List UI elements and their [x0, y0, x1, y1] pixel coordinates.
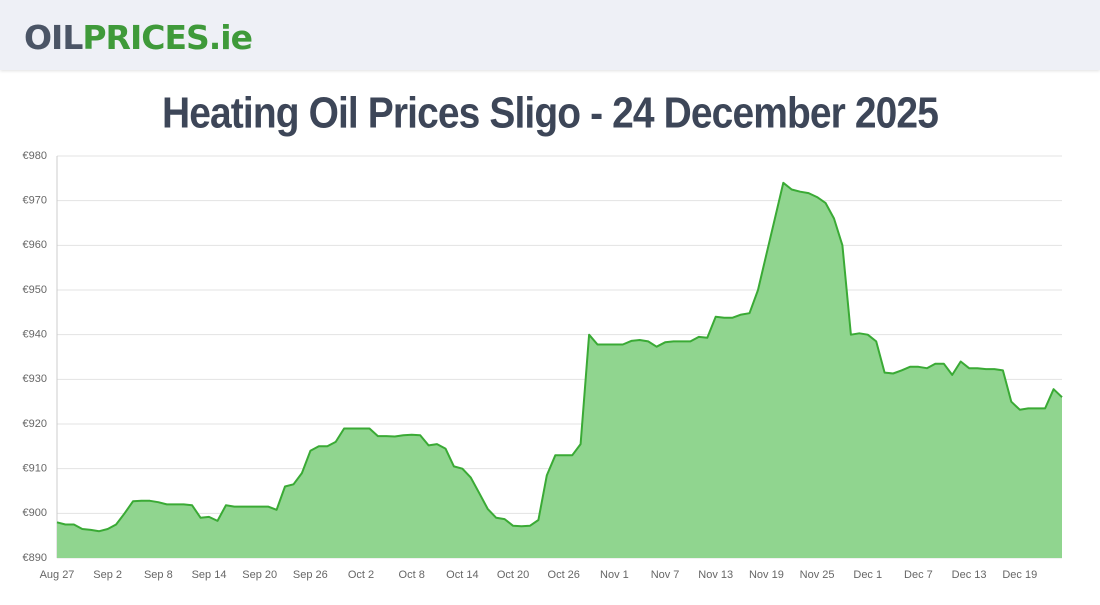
x-tick-label: Oct 20	[497, 569, 529, 581]
x-tick-label: Oct 8	[399, 569, 425, 581]
line	[56, 181, 1063, 533]
x-tick-label: Dec 7	[904, 569, 933, 581]
x-tick-label: Dec 1	[853, 569, 882, 581]
y-tick-label: €960	[23, 239, 47, 251]
x-tick-label: Sep 26	[293, 569, 328, 581]
y-tick-label: €900	[23, 507, 47, 519]
x-tick-label: Nov 25	[800, 569, 835, 581]
x-tick-label: Dec 13	[952, 569, 987, 581]
x-tick-label: Oct 14	[446, 569, 478, 581]
x-tick-label: Oct 26	[548, 569, 580, 581]
x-tick-label: Nov 1	[600, 569, 629, 581]
y-tick-label: €970	[23, 195, 47, 207]
y-tick-label: €910	[23, 463, 47, 475]
x-tick-label: Sep 8	[144, 569, 173, 581]
logo-part: .ie	[208, 18, 253, 57]
chart-title: Heating Oil Prices Sligo - 24 December 2…	[162, 89, 938, 138]
x-tick-label: Dec 19	[1002, 569, 1037, 581]
y-tick-label: €940	[23, 329, 47, 341]
x-tick-label: Sep 2	[93, 569, 122, 581]
y-tick-label: €950	[23, 284, 47, 296]
area	[57, 182, 1062, 559]
x-tick-label: Oct 2	[348, 569, 374, 581]
y-tick-label: €920	[23, 418, 47, 430]
x-tick-label: Aug 27	[40, 569, 75, 581]
x-tick-label: Nov 7	[651, 569, 680, 581]
y-tick-label: €890	[23, 552, 47, 564]
x-tick-label: Sep 20	[242, 569, 277, 581]
x-tick-label: Nov 13	[698, 569, 733, 581]
y-tick-label: €980	[23, 150, 47, 162]
logo[interactable]: OILPRICES.ie	[24, 18, 253, 58]
y-tick-label: €930	[23, 373, 47, 385]
x-tick-label: Sep 14	[192, 569, 227, 581]
logo-part: PRICES	[82, 18, 209, 57]
header: OILPRICES.ie	[0, 0, 1100, 70]
x-tick-label: Nov 19	[749, 569, 784, 581]
chart: Heating Oil Prices Sligo - 24 December 2…	[23, 89, 1063, 581]
logo-part: OIL	[24, 18, 83, 57]
